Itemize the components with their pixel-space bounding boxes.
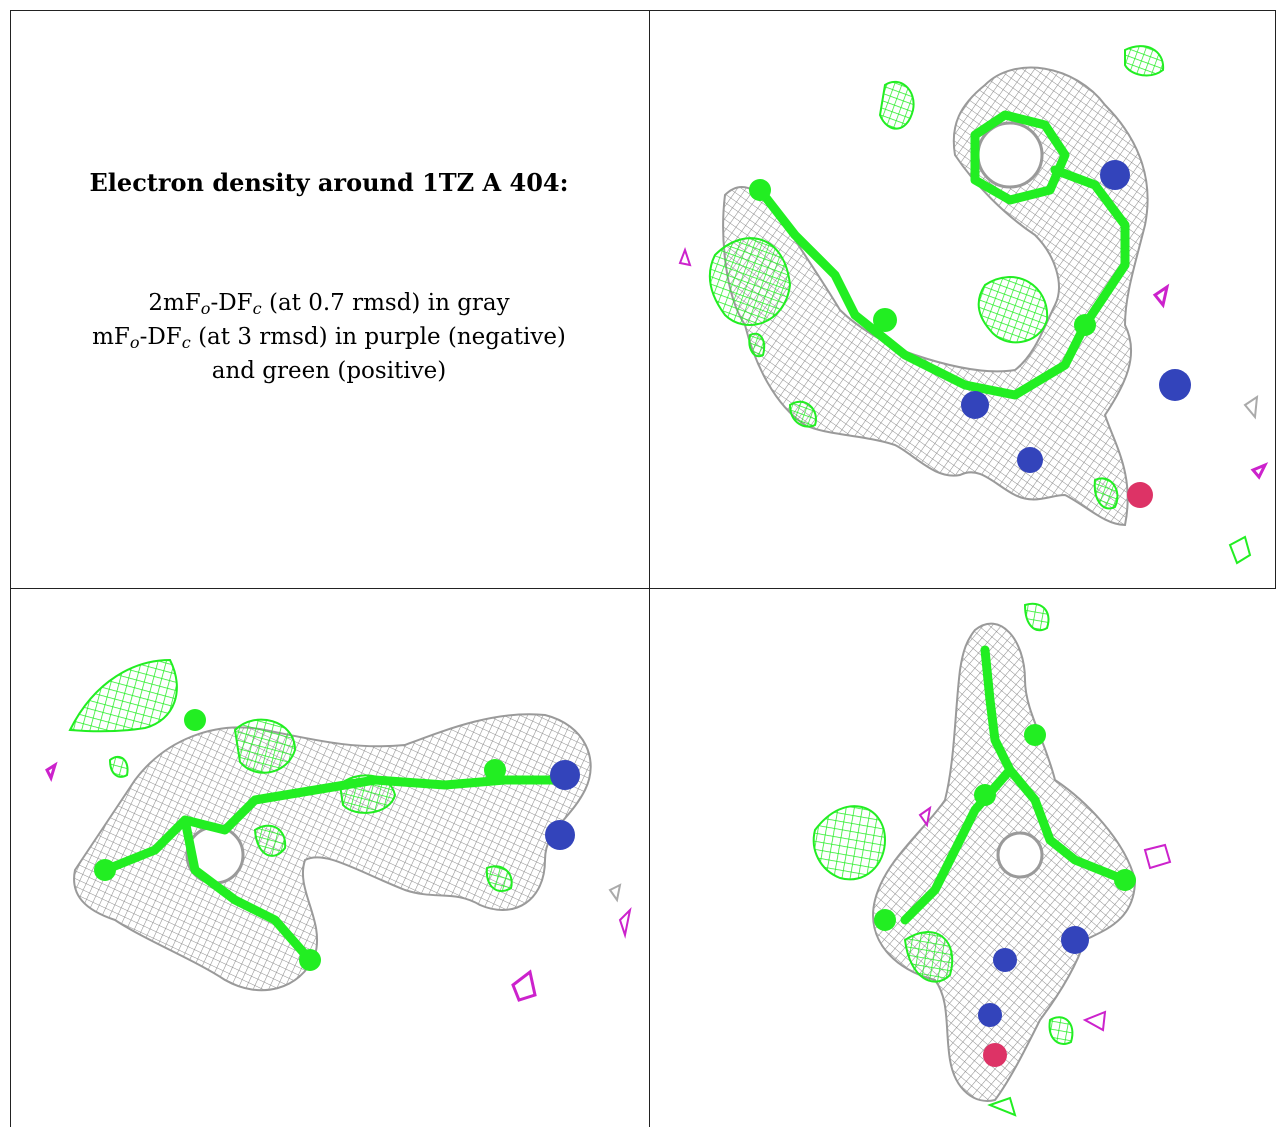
caption-text: (at 0.7 rmsd) in gray (261, 290, 510, 316)
grid-horizontal-top (10, 10, 1276, 11)
model-stick (755, 165, 1130, 400)
grid-vertical-left (10, 10, 11, 1127)
negative-density-blob (1152, 283, 1170, 309)
caption-cell: Electron density around 1TZ A 404: 2mFo-… (10, 10, 648, 588)
model-stick (100, 775, 560, 875)
grid-vertical-middle (649, 10, 650, 1127)
grid-horizontal-middle (10, 588, 1276, 589)
caption-text: mF (92, 324, 130, 350)
caption-subscript: c (252, 299, 262, 318)
density-image-bottom-right (812, 602, 1172, 1117)
figure-grid: Electron density around 1TZ A 404: 2mFo-… (10, 10, 1276, 1127)
positive-density-blob (812, 805, 887, 881)
model-stick (980, 645, 1130, 885)
negative-density-blob (918, 805, 932, 828)
nitrogen-atom (545, 820, 575, 850)
positive-density-blob (708, 237, 792, 326)
caption-line-positive: and green (positive) (211, 358, 447, 384)
negative-density-blob (511, 969, 537, 1002)
density-view-bottom-left (25, 600, 635, 1120)
density-view-bottom-right (785, 600, 1205, 1125)
caption-text: (at 3 rmsd) in purple (negative) (190, 324, 566, 350)
density-image-bottom-left (45, 658, 632, 1002)
caption-subscript: c (181, 333, 191, 352)
caption-line-2fo-dfc: 2mFo-DFc (at 0.7 rmsd) in gray (10, 290, 648, 318)
caption-subscript: o (129, 333, 140, 352)
caption-text: -DF (210, 290, 253, 316)
caption-line-fo-dfc: mFo-DFc (at 3 rmsd) in purple (negative) (10, 324, 648, 352)
density-view-top-right (655, 25, 1275, 580)
nitrogen-atom (1061, 926, 1089, 954)
density-image-top (678, 45, 1269, 565)
caption-text: 2mF (148, 290, 201, 316)
oxygen-atom (1127, 482, 1153, 508)
positive-density-blob (68, 658, 178, 733)
oxygen-atom (983, 1043, 1007, 1067)
caption-text: -DF (139, 324, 182, 350)
nitrogen-atom (961, 391, 989, 419)
caption-title: Electron density around 1TZ A 404: (89, 168, 569, 197)
caption-subscript: o (200, 299, 211, 318)
